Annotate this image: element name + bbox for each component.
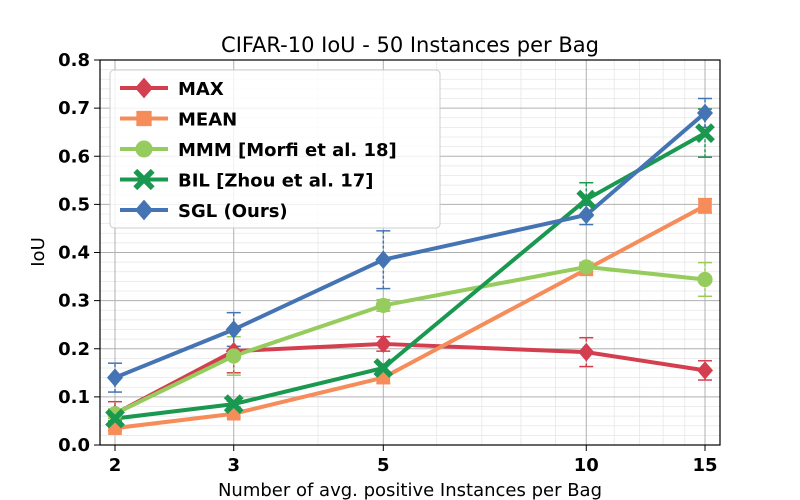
data-point-stroke — [223, 394, 244, 414]
y-tick-label: 0.6 — [58, 146, 90, 167]
data-point — [136, 110, 152, 127]
legend-label: MMM [Morfi et al. 18] — [178, 140, 397, 161]
data-point — [697, 361, 713, 380]
legend-box — [109, 69, 441, 229]
legend: MAX MEAN MMM [Morfi et al. 18] BIL [Zhou et… — [109, 69, 441, 229]
data-point — [697, 103, 713, 123]
chart-title: CIFAR-10 IoU - 50 Instances per Bag — [221, 33, 599, 57]
x-tick-label: 2 — [109, 455, 122, 476]
data-point — [375, 297, 391, 314]
data-point — [375, 250, 392, 269]
data-point-stroke — [695, 123, 715, 144]
data-point — [698, 199, 712, 213]
data-point — [133, 168, 155, 191]
y-tick-label: 0.1 — [58, 387, 90, 408]
x-tick-label: 15 — [692, 455, 717, 476]
x-tick-label: 3 — [227, 455, 240, 476]
y-tick-label: 0.3 — [58, 291, 90, 312]
data-point — [223, 394, 244, 414]
legend-label: MEAN — [178, 110, 237, 131]
data-point — [375, 334, 392, 354]
x-axis-label: Number of avg. positive Instances per Ba… — [218, 480, 602, 500]
data-point — [578, 342, 595, 362]
data-point — [695, 123, 715, 144]
data-point — [135, 140, 153, 158]
y-tick-label: 0.0 — [58, 435, 90, 456]
y-tick-label: 0.7 — [58, 98, 90, 119]
legend-label: MAX — [178, 79, 224, 100]
data-point — [578, 205, 595, 225]
series-markers — [105, 103, 715, 435]
x-tick-label: 10 — [574, 455, 599, 476]
ticks: 0.0 0.1 0.2 0.3 0.4 0.5 0.6 0.7 0.8 2 3 5 10 15 — [58, 50, 717, 476]
data-point — [135, 77, 153, 99]
y-tick-label: 0.4 — [58, 243, 90, 264]
legend-label: BIL [Zhou et al. 17] — [178, 171, 373, 192]
data-point-stroke — [105, 408, 125, 429]
legend-label: SGL (Ours) — [178, 201, 288, 222]
data-point — [226, 348, 242, 364]
x-tick-label: 5 — [377, 455, 390, 476]
data-point-stroke — [576, 189, 597, 210]
data-point — [107, 368, 123, 387]
data-point — [135, 199, 153, 221]
data-point-stroke — [133, 168, 155, 191]
data-point — [373, 358, 394, 378]
data-point — [576, 189, 597, 210]
data-point — [225, 320, 242, 339]
data-point — [578, 259, 594, 275]
data-point-stroke — [373, 358, 394, 378]
y-tick-label: 0.2 — [58, 339, 90, 360]
y-tick-label: 0.5 — [58, 194, 90, 215]
y-tick-label: 0.8 — [58, 50, 90, 71]
data-point — [105, 408, 125, 429]
data-point — [697, 271, 713, 288]
y-axis-label: IoU — [28, 237, 49, 267]
